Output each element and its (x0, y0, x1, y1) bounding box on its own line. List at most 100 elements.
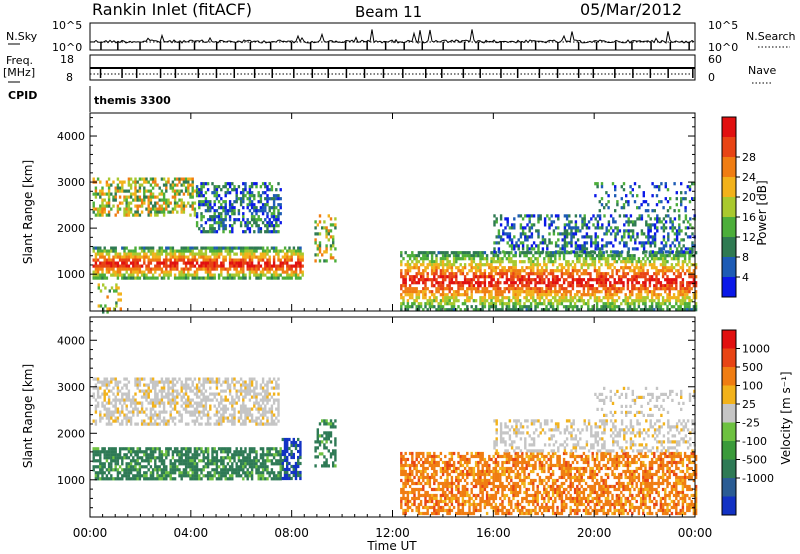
power-cell (134, 270, 137, 274)
power-cell (670, 278, 674, 282)
power-cell (209, 276, 212, 280)
power-cell (162, 201, 166, 205)
power-cell (204, 209, 208, 213)
power-cell (222, 261, 225, 265)
velocity-cell (107, 395, 111, 399)
velocity-cell (184, 465, 188, 469)
velocity-cell (107, 419, 111, 423)
power-cell (512, 254, 515, 258)
power-cell (548, 226, 551, 230)
velocity-cell (118, 471, 122, 475)
power-cell (116, 252, 120, 256)
power-cell (107, 189, 111, 193)
power-cell (253, 246, 256, 250)
power-cell (127, 273, 131, 277)
power-cell (628, 278, 632, 282)
velocity-cell (92, 459, 95, 463)
power-cell (459, 272, 462, 276)
power-cell (582, 293, 586, 297)
velocity-cell (162, 459, 166, 463)
power-cell (235, 191, 238, 195)
power-cell (514, 299, 517, 303)
power-cell (468, 296, 471, 300)
power-cell (103, 210, 106, 214)
power-cell (275, 264, 278, 268)
colorbar-tick-label: 8 (742, 251, 749, 264)
velocity-cell (220, 459, 223, 463)
power-cell (642, 281, 645, 285)
power-cell (428, 290, 432, 294)
velocity-cell (244, 474, 247, 478)
power-cell (118, 273, 122, 277)
power-cell (493, 241, 496, 245)
velocity-cell (253, 462, 256, 466)
velocity-cell (116, 471, 120, 475)
power-cell (202, 200, 205, 204)
power-cell (534, 272, 537, 276)
power-cell (266, 261, 269, 265)
velocity-cell (99, 459, 102, 463)
power-cell (534, 278, 537, 282)
power-cell (551, 284, 555, 288)
power-cell (694, 302, 698, 306)
velocity-cell (224, 465, 227, 469)
power-cell (283, 261, 287, 265)
power-cell (647, 203, 650, 207)
velocity-cell (99, 410, 102, 414)
power-cell (637, 269, 641, 273)
power-cell (426, 254, 429, 258)
power-cell (635, 281, 638, 285)
velocity-cell (283, 470, 287, 475)
power-cell (437, 305, 440, 309)
power-cell (690, 263, 693, 267)
velocity-cell (226, 468, 230, 472)
power-cell (220, 197, 223, 201)
power-cell (534, 287, 537, 291)
power-cell (198, 276, 201, 280)
power-cell (541, 238, 545, 242)
power-cell (668, 269, 671, 273)
power-cell (567, 275, 570, 279)
power-cell (516, 275, 520, 279)
power-cell (182, 246, 186, 250)
power-cell (602, 278, 605, 282)
power-cell (601, 238, 604, 242)
power-cell (187, 180, 190, 184)
power-cell (191, 189, 194, 193)
power-cell (648, 284, 652, 288)
power-cell (145, 273, 148, 277)
power-cell (563, 223, 567, 227)
power-cell (634, 223, 637, 227)
power-cell (649, 235, 652, 239)
power-cell (596, 241, 600, 245)
power-cell (576, 229, 580, 233)
power-cell (299, 276, 302, 280)
velocity-cell (272, 474, 276, 478)
velocity-cell (204, 447, 208, 451)
power-cell (248, 191, 252, 195)
velocity-cell (297, 473, 300, 478)
power-cell (134, 180, 137, 184)
power-cell (228, 246, 232, 250)
velocity-cell (149, 474, 153, 478)
velocity-cell (125, 468, 128, 472)
power-cell (640, 232, 644, 236)
power-cell (415, 257, 418, 261)
power-cell (525, 308, 528, 312)
velocity-cell (217, 465, 221, 469)
power-cell (642, 232, 646, 236)
velocity-cell (121, 407, 124, 411)
power-cell (492, 278, 495, 282)
power-cell (602, 275, 605, 279)
power-cell (615, 290, 619, 294)
power-cell (165, 207, 168, 211)
power-cell (623, 232, 626, 236)
velocity-cell (116, 410, 120, 414)
power-cell (437, 281, 440, 285)
power-cell (455, 281, 458, 285)
velocity-cell (261, 471, 265, 475)
power-cell (600, 185, 604, 189)
power-cell (545, 251, 548, 255)
power-cell (579, 244, 582, 248)
velocity-cell (116, 419, 120, 423)
